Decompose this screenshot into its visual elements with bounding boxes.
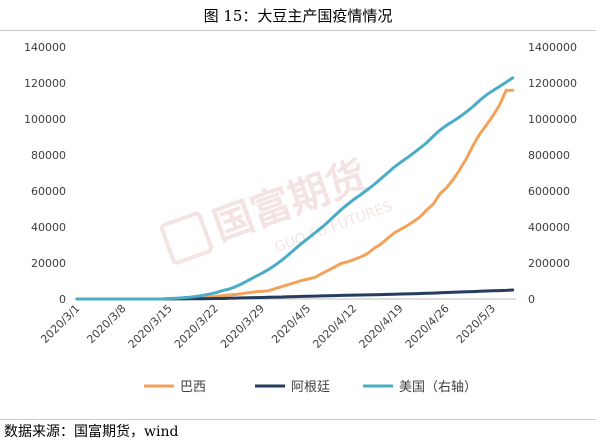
chart-container: 国富期货 GUO FU FUTURES 0 20000 40000 60000 8000…	[0, 30, 596, 420]
right-tick-label: 600000	[528, 185, 570, 198]
legend-label: 美国（右轴）	[399, 380, 477, 395]
watermark: 国富期货 GUO FU FUTURES	[160, 153, 395, 265]
right-tick-label: 0	[528, 293, 535, 306]
left-tick-label: 80000	[31, 149, 66, 162]
source-note: 数据来源：国富期货，wind	[4, 424, 179, 440]
right-tick-label: 800000	[528, 149, 570, 162]
left-tick-label: 0	[59, 293, 66, 306]
x-tick-label: 2020/4/26	[403, 302, 452, 351]
legend-label: 巴西	[180, 380, 206, 395]
chart-legend: 巴西 阿根廷 美国（右轴）	[144, 380, 477, 395]
x-tick-label: 2020/4/5	[269, 302, 313, 346]
right-tick-label: 200000	[528, 257, 570, 270]
left-tick-label: 140000	[24, 41, 66, 54]
left-tick-label: 120000	[24, 77, 66, 90]
x-tick-label: 2020/3/29	[218, 302, 267, 351]
legend-label: 阿根廷	[291, 380, 330, 395]
x-tick-label: 2020/5/3	[454, 302, 498, 346]
x-tick-label: 2020/3/22	[172, 302, 221, 351]
x-tick-label: 2020/3/8	[84, 302, 128, 346]
x-tick-label: 2020/3/15	[126, 302, 175, 351]
left-axis-ticks: 0 20000 40000 60000 80000 100000 120000 140000	[24, 41, 66, 306]
right-tick-label: 400000	[528, 221, 570, 234]
series-line	[75, 76, 515, 301]
chart-series	[75, 76, 515, 301]
left-tick-label: 100000	[24, 113, 66, 126]
watermark-logo-icon	[160, 211, 214, 265]
left-tick-label: 40000	[31, 221, 66, 234]
right-tick-label: 1400000	[528, 41, 577, 54]
right-axis-ticks: 0 200000 400000 600000 800000 1000000 1200000 1…	[528, 41, 577, 306]
left-tick-label: 60000	[31, 185, 66, 198]
right-tick-label: 1200000	[528, 77, 577, 90]
right-tick-label: 1000000	[528, 113, 577, 126]
figure-title: 图 15：大豆主产国疫情情况	[203, 7, 393, 25]
x-tick-label: 2020/4/19	[357, 302, 406, 351]
line-chart: 国富期货 GUO FU FUTURES 0 20000 40000 60000 8000…	[24, 41, 577, 395]
x-axis-ticks: 2020/3/1 2020/3/82020/3/152020/3/222020/3…	[38, 302, 498, 351]
left-tick-label: 20000	[31, 257, 66, 270]
x-tick-label: 2020/3/1	[38, 302, 82, 346]
x-tick-label: 2020/4/12	[310, 302, 359, 351]
